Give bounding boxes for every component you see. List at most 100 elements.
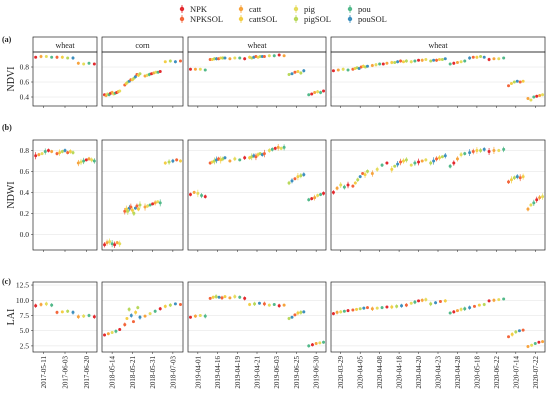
data-point bbox=[178, 303, 182, 307]
facet-frame bbox=[101, 139, 184, 251]
facet-frame bbox=[187, 139, 327, 251]
data-point bbox=[463, 307, 467, 311]
data-point bbox=[438, 299, 442, 303]
facet-strip-label: corn bbox=[135, 41, 149, 50]
data-point bbox=[105, 241, 109, 245]
panel-tag: (c) bbox=[2, 277, 11, 286]
data-point bbox=[404, 158, 408, 162]
data-point bbox=[507, 180, 511, 184]
data-point bbox=[346, 309, 350, 313]
facet-frame bbox=[101, 281, 184, 353]
data-point bbox=[92, 62, 96, 66]
data-point bbox=[420, 58, 424, 62]
data-point bbox=[299, 310, 303, 314]
data-point bbox=[273, 146, 277, 150]
data-point bbox=[351, 184, 355, 188]
facet bbox=[330, 281, 546, 354]
x-tick-label: 2020-04-20 bbox=[415, 356, 423, 389]
data-point bbox=[158, 70, 162, 73]
data-point bbox=[336, 68, 340, 72]
data-point bbox=[370, 64, 374, 67]
x-tick-label: 2019-04-19 bbox=[234, 356, 242, 389]
facet-frame bbox=[32, 51, 98, 107]
data-point bbox=[272, 303, 276, 307]
data-point bbox=[55, 310, 59, 314]
data-point bbox=[512, 80, 516, 84]
data-point bbox=[60, 55, 64, 59]
data-point bbox=[238, 295, 242, 299]
data-point bbox=[541, 93, 545, 97]
data-point bbox=[151, 202, 155, 206]
y-tick-label: 0.4 bbox=[20, 93, 30, 102]
data-point bbox=[167, 160, 171, 164]
data-point bbox=[302, 173, 306, 177]
data-point bbox=[39, 55, 43, 58]
legend-item: pigSOL bbox=[293, 14, 331, 24]
data-point bbox=[532, 201, 536, 205]
x-tick-label: 2019-04-16 bbox=[214, 356, 222, 389]
facet-frame bbox=[330, 139, 546, 251]
data-point bbox=[114, 329, 118, 333]
data-point bbox=[123, 323, 127, 327]
data-point bbox=[399, 160, 403, 164]
facet bbox=[32, 139, 98, 252]
data-point bbox=[409, 301, 413, 305]
data-point bbox=[44, 302, 48, 306]
data-point bbox=[267, 303, 271, 307]
data-point bbox=[262, 152, 266, 156]
y-tick-label: 0.0 bbox=[20, 230, 30, 239]
y-tick-label: 0.8 bbox=[20, 63, 30, 72]
y-tick-label: 0.6 bbox=[20, 167, 30, 176]
data-point bbox=[43, 150, 47, 154]
data-point bbox=[127, 307, 131, 311]
data-point bbox=[507, 335, 511, 339]
data-point bbox=[401, 60, 405, 64]
data-point bbox=[257, 301, 261, 305]
data-point bbox=[370, 307, 374, 311]
data-point bbox=[538, 94, 542, 97]
data-point bbox=[399, 59, 403, 63]
data-point bbox=[66, 56, 70, 60]
data-point bbox=[193, 314, 197, 318]
facet bbox=[187, 281, 327, 354]
data-point bbox=[463, 152, 467, 156]
data-point bbox=[254, 155, 258, 159]
facet-frame bbox=[32, 139, 98, 251]
legend-item: NPK bbox=[179, 4, 208, 14]
y-tick-label: 0.8 bbox=[20, 146, 30, 155]
panel: (b) NDWI 0.0 0.2 0.4 0.6 0.8 bbox=[2, 123, 546, 252]
data-point bbox=[277, 304, 281, 308]
data-point bbox=[178, 59, 182, 63]
data-point bbox=[87, 157, 91, 161]
data-point bbox=[163, 60, 167, 64]
data-point bbox=[535, 94, 539, 98]
data-point bbox=[153, 201, 157, 205]
x-tick-label: 2020-03-29 bbox=[337, 356, 345, 389]
data-point bbox=[424, 58, 428, 61]
data-point bbox=[34, 55, 38, 59]
data-point bbox=[502, 147, 506, 151]
data-point bbox=[188, 315, 192, 319]
x-axis: 2017-05-11 2017-06-03 2017-06-20 2018-05-14… bbox=[40, 356, 540, 389]
data-point bbox=[396, 162, 400, 166]
data-point bbox=[253, 302, 257, 306]
x-tick-label: 2018-05-31 bbox=[149, 356, 157, 389]
data-point bbox=[510, 332, 514, 336]
data-point bbox=[502, 297, 506, 301]
data-point bbox=[228, 159, 232, 163]
data-point bbox=[219, 56, 223, 60]
data-point bbox=[475, 148, 479, 152]
data-point bbox=[448, 311, 452, 315]
data-point bbox=[380, 306, 384, 310]
data-point bbox=[492, 57, 496, 61]
data-point bbox=[342, 309, 346, 313]
data-point bbox=[79, 160, 83, 164]
legend-label: catt bbox=[249, 4, 262, 14]
data-point bbox=[171, 159, 175, 163]
data-point bbox=[143, 314, 147, 318]
y-tick-label: 2.5 bbox=[20, 341, 30, 350]
data-point bbox=[200, 194, 204, 198]
data-point bbox=[459, 60, 463, 64]
y-tick-label: 5.0 bbox=[20, 326, 30, 335]
